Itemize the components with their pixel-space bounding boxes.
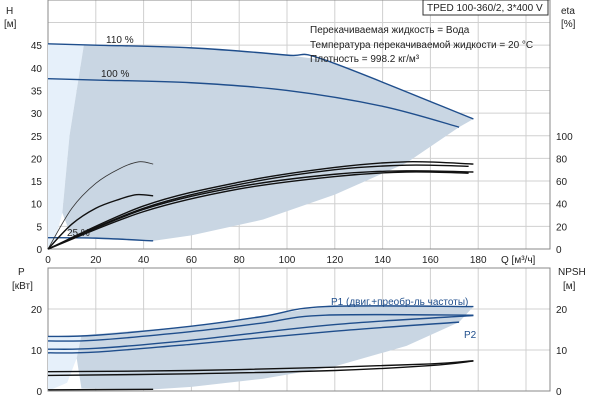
series-line-eta-25-b — [47, 193, 154, 250]
y-tick-label-h: 0 — [36, 245, 42, 256]
area-light-top — [48, 43, 84, 249]
series-line-110- — [47, 43, 474, 120]
series-line-p1-110- — [47, 305, 474, 338]
y2-axis-unit-npsh: [м] — [563, 281, 576, 292]
annotation-p1: P1 (двиг.+преобр-ль частоты) — [331, 296, 468, 308]
info-density: Плотность = 998.2 кг/м³ — [310, 54, 420, 65]
info-temperature: Температура перекачиваемой жидкости = 20… — [310, 40, 533, 51]
series-line-eta-110 — [47, 161, 474, 250]
y-tick-label-h: 25 — [31, 132, 43, 143]
curve-label-100: 100 % — [101, 69, 129, 80]
y-tick-label-h: 10 — [31, 200, 43, 211]
series-line-npsh-a — [47, 359, 474, 373]
series-top — [47, 43, 474, 250]
x-tick-label: 180 — [470, 255, 487, 266]
x-tick-label: 20 — [90, 255, 102, 266]
series-line-100- — [47, 77, 460, 128]
y2-tick-label-npsh: 20 — [556, 305, 568, 316]
chart-title: TPED 100-360/2, 3*400 V — [427, 3, 543, 14]
x-axis-label: Q [м³/ч] — [501, 255, 536, 266]
x-tick-label: 160 — [422, 255, 439, 266]
x-tick-label: 60 — [186, 255, 198, 266]
y2-tick-label-eta: 20 — [556, 222, 568, 233]
y2-axis-label-eta: eta — [561, 6, 575, 17]
y-tick-label-p: 10 — [31, 346, 43, 357]
area-dark-bottom — [76, 306, 474, 390]
y2-axis-label-npsh: NPSH — [558, 267, 586, 278]
series-line-p1-100- — [47, 313, 474, 342]
series-line-eta-90 — [47, 170, 474, 250]
y-tick-label-p: 20 — [31, 305, 43, 316]
x-tick-label: 40 — [138, 255, 150, 266]
y2-axis-unit-eta: [%] — [561, 19, 576, 30]
curve-label-25: 25 % — [67, 228, 90, 239]
series-line-p2-110- — [47, 314, 474, 350]
y-tick-label-h: 20 — [31, 154, 43, 165]
y-tick-label-h: 35 — [31, 86, 43, 97]
y-axis-label-p: P — [18, 267, 25, 278]
series-line-eta-100 — [47, 164, 469, 250]
series-line-npsh-b — [47, 360, 474, 377]
series-bottom — [47, 305, 474, 391]
y-tick-label-h: 30 — [31, 109, 43, 120]
tick-labels: 0 20 40 60 80 100 120 140 160 1800510152025303540… — [31, 41, 573, 398]
info-liquid: Перекачиваемая жидкость = Вода — [310, 25, 470, 36]
series-line-eta-80 — [47, 171, 469, 250]
curve-label-110: 110 % — [106, 35, 134, 46]
area-light-bottom — [48, 335, 82, 391]
y2-tick-label-eta: 60 — [556, 177, 568, 188]
title-box — [422, 0, 549, 16]
y-tick-label-h: 15 — [31, 177, 43, 188]
x-tick-label: 120 — [326, 255, 343, 266]
y2-tick-label-eta: 80 — [556, 154, 568, 165]
series-line-p2-100- — [47, 321, 460, 354]
series-line-eta-25-a — [47, 161, 154, 250]
operating-area-top — [48, 43, 474, 249]
x-tick-label: 100 — [279, 255, 296, 266]
x-tick-label: 0 — [45, 255, 51, 266]
plot-frame-bottom — [47, 267, 551, 392]
y-axis-label-h: H — [6, 6, 13, 17]
y-tick-label-h: 40 — [31, 64, 43, 75]
y-tick-label-p: 0 — [36, 387, 42, 398]
y-tick-label-h: 5 — [36, 222, 42, 233]
y2-tick-label-npsh: 10 — [556, 346, 568, 357]
y2-tick-label-eta: 0 — [556, 245, 562, 256]
y2-tick-label-eta: 100 — [556, 132, 573, 143]
y-axis-unit-h: [м] — [4, 19, 17, 30]
y-axis-unit-p: [кВт] — [12, 281, 33, 292]
y2-tick-label-eta: 40 — [556, 200, 568, 211]
x-tick-label: 80 — [234, 255, 246, 266]
x-tick-label: 140 — [374, 255, 391, 266]
y2-tick-label-npsh: 0 — [556, 387, 562, 398]
annotation-p2: P2 — [464, 330, 477, 341]
area-dark-top — [62, 45, 474, 241]
y-tick-label-h: 45 — [31, 41, 43, 52]
